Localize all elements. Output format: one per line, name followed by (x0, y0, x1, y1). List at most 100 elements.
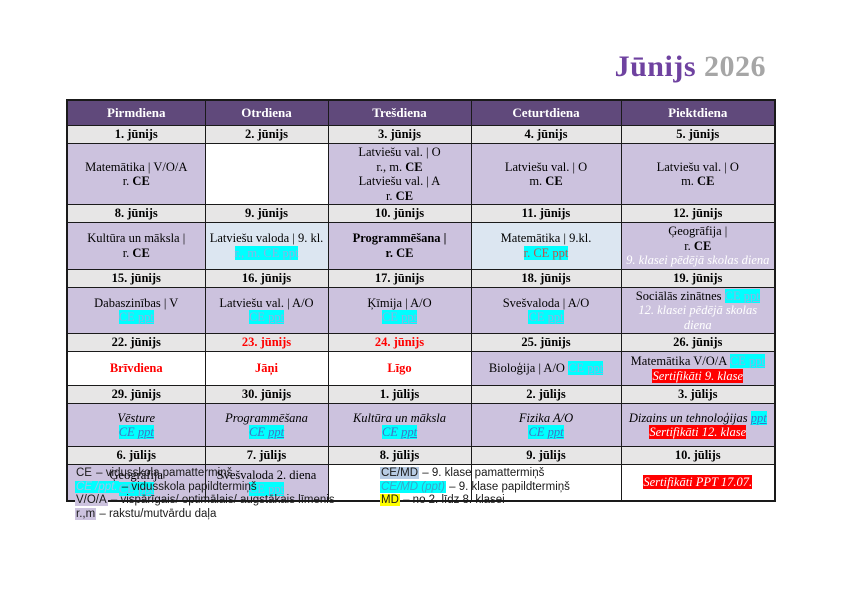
ppt-link[interactable]: ppt (137, 310, 154, 325)
event-line: Fizika A/O (475, 411, 618, 426)
date-cell: 2. jūlijs (470, 385, 622, 404)
text-segment: CE (405, 159, 423, 174)
text-segment: CE (132, 174, 150, 188)
ppt-link[interactable]: ppt (547, 310, 564, 325)
text-segment: Matemātika V/O/A (630, 354, 730, 368)
date-cell: 9. jūnijs (204, 204, 329, 223)
event-line: Latviešu val. | A (332, 174, 468, 189)
text-segment: r., m. CE ppt (234, 245, 299, 260)
event-line: Sertifikāti PPT 17.07. (625, 475, 772, 490)
event-line: CE ppt (71, 425, 202, 440)
text-segment: Kultūra un māksla (352, 410, 447, 425)
date-cell: 4. jūnijs (470, 125, 622, 144)
date-cell: 22. jūnijs (66, 333, 206, 352)
event-cell: Programmēšana | r. CE (327, 222, 472, 270)
ppt-link[interactable]: ppt (137, 425, 154, 439)
text-segment: Dabaszinības | V (94, 295, 179, 310)
event-cell: Kultūra un māksla CE ppt (327, 403, 472, 447)
date-cell: 23. jūnijs (204, 333, 329, 352)
ppt-link[interactable]: ppt (743, 288, 760, 303)
date-cell: 10. jūlijs (620, 446, 776, 465)
text-segment: Fizika A/O (518, 410, 574, 425)
page-title: Jūnijs 2026 (615, 50, 766, 84)
event-cell: Ķīmija | A/O CE ppt (327, 286, 472, 334)
ppt-link[interactable]: ppt (750, 410, 767, 425)
ppt-link[interactable]: ppt (547, 425, 564, 439)
legend-text: – no 2. līdz 8. klasei (399, 494, 505, 506)
legend-key: r.,m (75, 507, 97, 520)
legend-key: CE/MD (380, 467, 420, 479)
weekday-header-0: Pirmdiena (66, 99, 206, 126)
date-cell: 9. jūlijs (470, 446, 622, 465)
event-cell: Matemātika | 9.kl. r. CE ppt (470, 222, 622, 270)
legend-text: – rakstu/mutvārdu daļa (96, 507, 217, 520)
date-cell: 11. jūnijs (470, 204, 622, 223)
text-segment: CE (545, 174, 563, 188)
event-line: Dabaszinības | V (71, 296, 202, 311)
date-cell: 10. jūnijs (327, 204, 472, 223)
text-segment: CE (395, 188, 414, 203)
text-segment: Programmēšana | (352, 231, 447, 246)
text-segment: m. (681, 174, 698, 188)
text-segment: m. (529, 174, 546, 188)
date-cell: 8. jūnijs (66, 204, 206, 223)
event-line: Matemātika | 9.kl. (475, 231, 618, 246)
event-cell: Matemātika V/O/A CE ppt Sertifikāti 9. kl… (620, 351, 776, 386)
ppt-link[interactable]: ppt (401, 425, 418, 439)
text-segment: r. (385, 188, 396, 203)
text-segment: Dizains un tehnoloģijas (628, 410, 751, 425)
date-cell: 3. jūnijs (327, 125, 472, 144)
ppt-link[interactable]: ppt (268, 482, 285, 497)
date-cell: 6. jūlijs (66, 446, 206, 465)
event-line: Ģeogrāfija | (625, 224, 772, 239)
text-segment: CE (248, 425, 269, 439)
event-line: CE ppt (71, 482, 202, 497)
event-line: CE ppt (332, 425, 468, 440)
event-line: r. CE (71, 246, 202, 261)
ppt-link[interactable]: ppt (268, 425, 285, 439)
text-segment: CE (729, 354, 749, 368)
ppt-link[interactable]: ppt (137, 482, 154, 497)
text-segment: Bioloģija | A/O (488, 361, 569, 376)
text-segment: CE (118, 310, 138, 325)
date-cell: 30. jūnijs (204, 385, 329, 404)
ppt-link[interactable]: ppt (268, 310, 285, 325)
event-cell: Latviešu valoda | 9. kl. r., m. CE ppt (204, 222, 329, 270)
text-segment: CE (118, 482, 138, 497)
text-segment: CE (528, 310, 548, 325)
legend-row: r.,m – rakstu/mutvārdu daļa (75, 507, 335, 522)
event-cell: Latviešu val. | A/O CE ppt (204, 286, 329, 334)
ppt-link[interactable]: ppt (587, 361, 604, 376)
event-line: CE ppt (71, 310, 202, 325)
event-cell: Jāņi (204, 351, 329, 386)
text-segment: Sertifikāti PPT 17.07. (643, 475, 753, 489)
event-line: CE ppt (209, 482, 325, 497)
event-line: CE ppt (475, 425, 618, 440)
event-line: Sertifikāti 12. klase (625, 425, 772, 440)
text-segment: Matemātika | 9.kl. (500, 231, 592, 246)
event-line: Sociālās zinātnes CE ppt (625, 288, 772, 304)
event-line: Kultūra un māksla (332, 411, 468, 426)
date-cell: 25. jūnijs (470, 333, 622, 352)
text-segment: CE (693, 238, 712, 253)
event-line: Ķīmija | A/O (332, 296, 468, 311)
event-line: 12. klasei pēdējā skolas diena (625, 303, 772, 332)
ppt-link[interactable]: ppt (401, 310, 418, 325)
date-cell: 29. jūnijs (66, 385, 206, 404)
text-segment: Ķīmija | A/O (367, 295, 432, 310)
weekday-header-4: Piektdiena (620, 99, 776, 126)
text-segment: CE (248, 482, 269, 497)
event-line: Programmēšana (209, 411, 325, 426)
ppt-link[interactable]: ppt (748, 354, 765, 368)
event-line: CE ppt (332, 310, 468, 325)
event-line: Latviešu val. | A/O (209, 296, 325, 311)
event-cell: Svešvaloda 2. diena CE ppt (204, 464, 329, 501)
date-cell: 12. jūnijs (620, 204, 776, 223)
event-line: r., m. CE ppt (209, 245, 325, 261)
text-segment: Sertifikāti 9. klase (652, 368, 744, 383)
legend-row: MD – no 2. līdz 8. klasei (380, 494, 570, 508)
text-segment: CE (132, 245, 150, 260)
